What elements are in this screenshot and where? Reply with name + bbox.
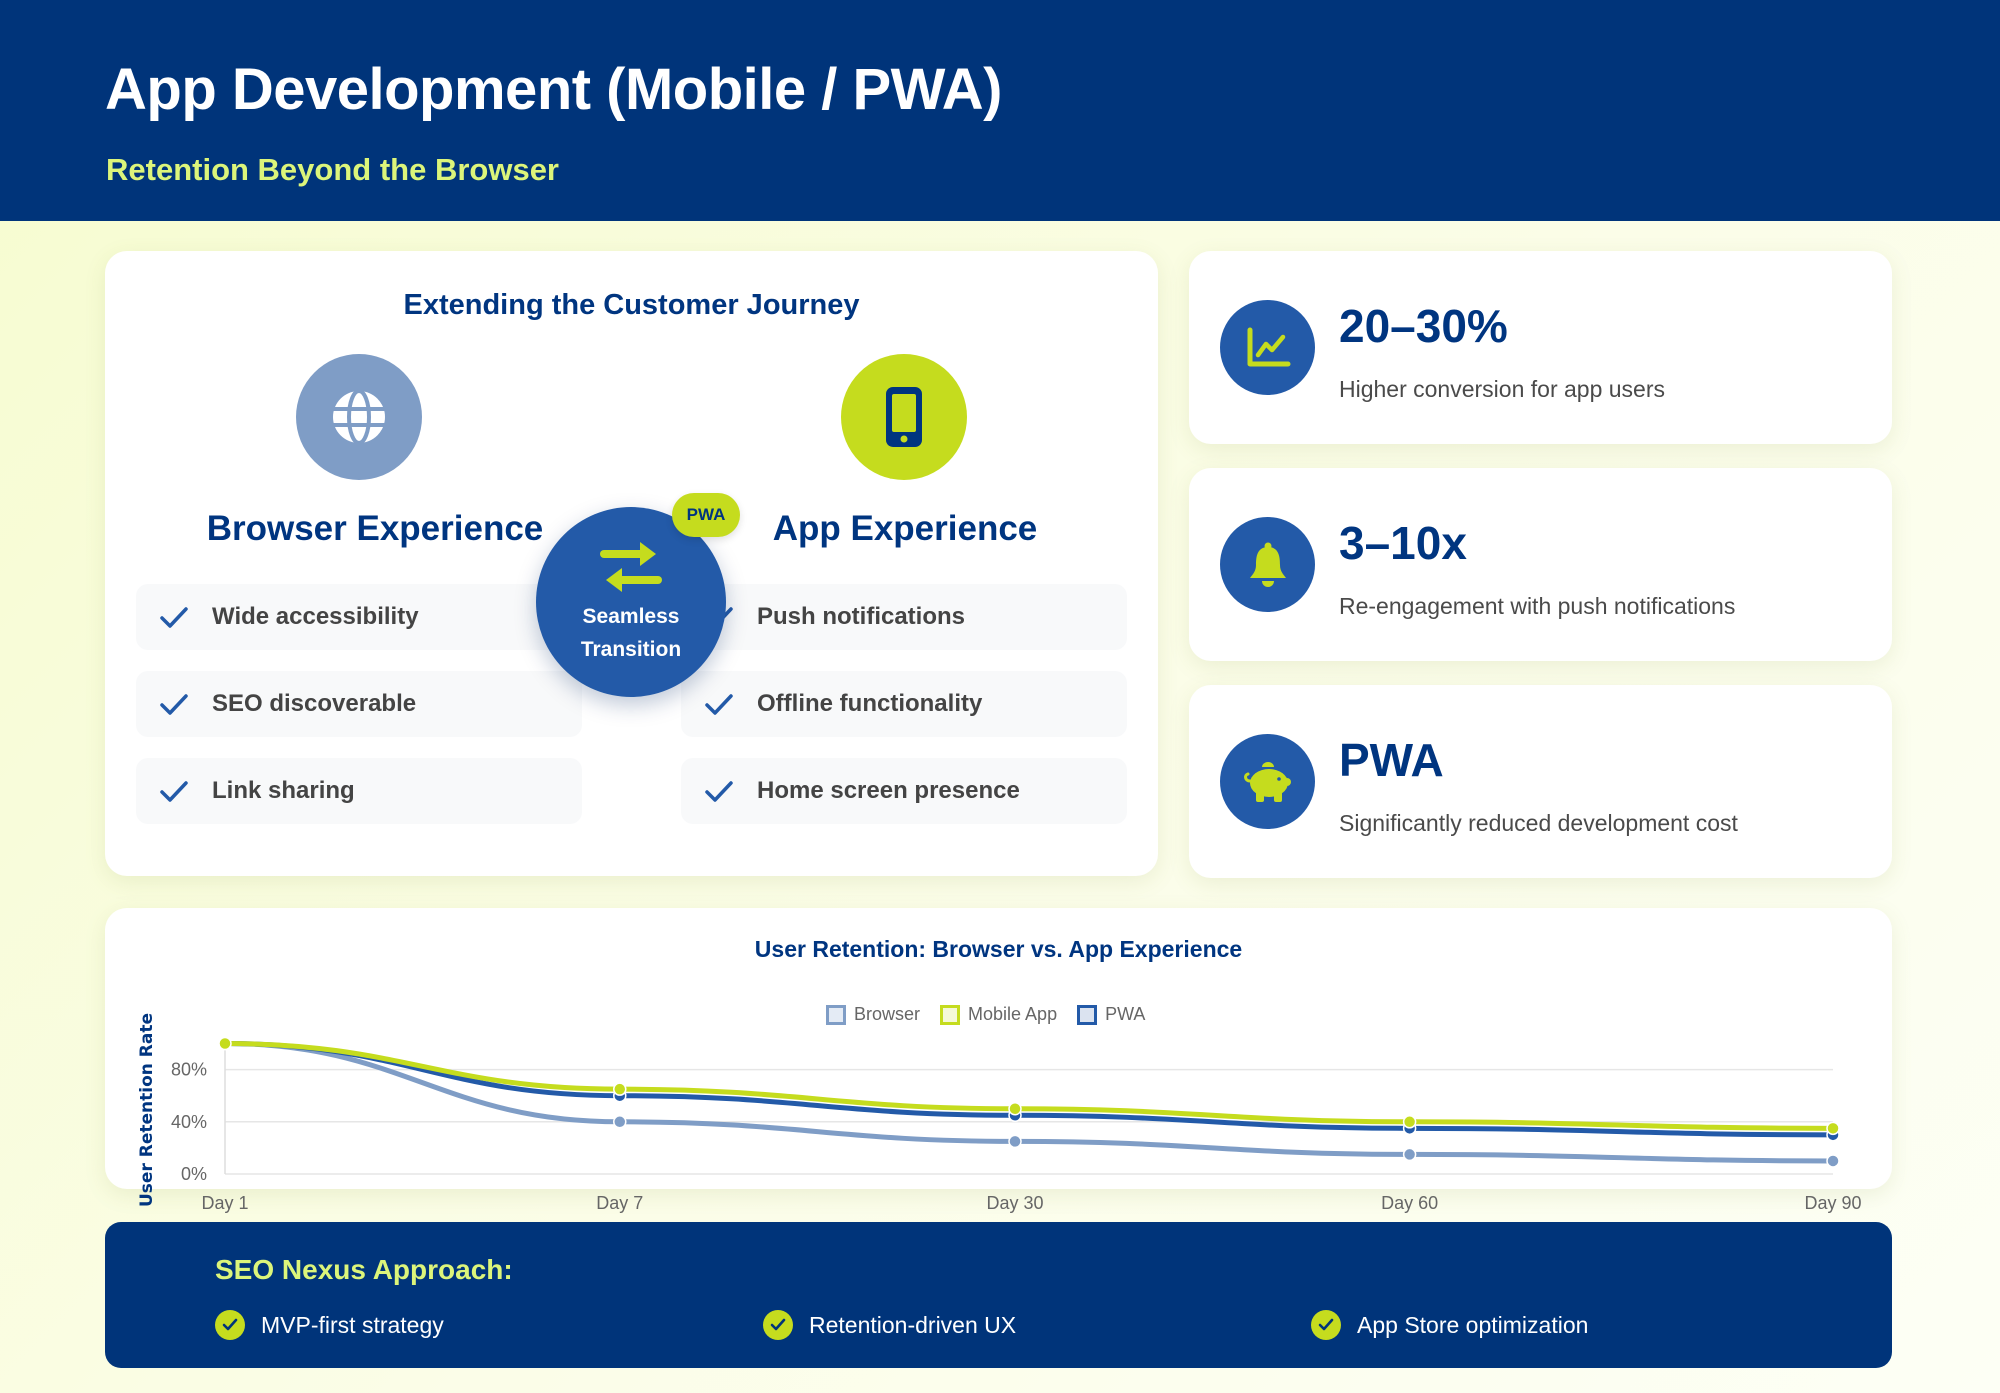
legend-label: PWA: [1105, 1004, 1146, 1024]
approach-title: SEO Nexus Approach:: [215, 1254, 513, 1285]
stat-description: Re-engagement with push notifications: [1339, 593, 1736, 619]
approach-point: MVP-first strategy: [215, 1310, 444, 1340]
legend-swatch: [1077, 1004, 1098, 1025]
svg-text:0%: 0%: [181, 1164, 207, 1184]
approach-banner: SEO Nexus Approach: MVP-first strategy R…: [105, 1222, 1892, 1368]
stat-card-conversion: 20–30% Higher conversion for app users: [1189, 251, 1892, 444]
transition-label-line1: Seamless: [582, 605, 680, 628]
customer-journey-card: Extending the Customer Journey Browser E…: [105, 251, 1158, 876]
app-feature-item: Push notifications: [681, 584, 1127, 650]
piggy-bank-icon: [1220, 734, 1315, 829]
pwa-badge: PWA: [672, 493, 740, 537]
approach-point: Retention-driven UX: [763, 1310, 1016, 1340]
check-circle-icon: [1311, 1310, 1341, 1340]
svg-text:Day 7: Day 7: [596, 1193, 643, 1213]
stat-card-reengagement: 3–10x Re-engagement with push notificati…: [1189, 468, 1892, 661]
smartphone-icon: [841, 354, 967, 480]
line-chart-icon: [1220, 300, 1315, 395]
journey-title: Extending the Customer Journey: [403, 289, 860, 321]
exchange-arrows-icon: [600, 542, 662, 592]
feature-label: SEO discoverable: [212, 690, 417, 717]
browser-experience-title: Browser Experience: [206, 509, 544, 548]
chart-series: [218, 1036, 1840, 1168]
legend-item-pwa[interactable]: PWA: [1077, 1004, 1145, 1025]
stat-description: Significantly reduced development cost: [1339, 810, 1738, 836]
page-title: App Development (Mobile / PWA): [105, 57, 1002, 122]
checkmark-icon: [160, 607, 188, 628]
stat-description: Higher conversion for app users: [1339, 376, 1665, 402]
checkmark-icon: [160, 781, 188, 802]
browser-feature-item: SEO discoverable: [136, 671, 582, 737]
stat-value: 3–10x: [1339, 517, 1467, 569]
app-experience-title: App Experience: [772, 509, 1038, 548]
chart-legend: Browser Mobile App PWA: [826, 1004, 1165, 1025]
svg-text:80%: 80%: [171, 1060, 207, 1080]
feature-label: Offline functionality: [757, 690, 983, 717]
legend-item-mobile-app[interactable]: Mobile App: [940, 1004, 1057, 1025]
chart-axis-labels: 0% 40% 80% Day 1 Day 7 Day 30 Day 60 Day 90: [171, 1060, 1862, 1213]
transition-label-line2: Transition: [580, 638, 682, 661]
app-feature-item: Home screen presence: [681, 758, 1127, 824]
stat-value: PWA: [1339, 734, 1444, 786]
svg-text:Day 1: Day 1: [201, 1193, 248, 1213]
stat-card-pwa-cost: PWA Significantly reduced development co…: [1189, 685, 1892, 878]
svg-text:Day 60: Day 60: [1381, 1193, 1438, 1213]
feature-label: Wide accessibility: [212, 603, 419, 630]
svg-text:Day 90: Day 90: [1804, 1193, 1861, 1213]
legend-label: Mobile App: [968, 1004, 1058, 1024]
legend-swatch: [826, 1004, 846, 1025]
seamless-transition-badge: Seamless Transition: [536, 507, 726, 697]
feature-label: Home screen presence: [757, 777, 1020, 804]
checkmark-icon: [705, 694, 733, 715]
legend-swatch: [940, 1004, 961, 1025]
feature-label: Link sharing: [212, 777, 355, 804]
stat-value: 20–30%: [1339, 300, 1508, 352]
approach-point: App Store optimization: [1311, 1310, 1588, 1340]
y-axis-label: User Retention Rate: [137, 1013, 157, 1207]
legend-label: Browser: [854, 1004, 921, 1024]
legend-item-browser[interactable]: Browser: [826, 1004, 920, 1025]
page-subtitle: Retention Beyond the Browser: [106, 152, 559, 187]
feature-label: Push notifications: [757, 603, 966, 630]
svg-text:Day 30: Day 30: [986, 1193, 1043, 1213]
globe-icon: [296, 354, 422, 480]
checkmark-icon: [160, 694, 188, 715]
browser-feature-item: Wide accessibility: [136, 584, 582, 650]
browser-feature-item: Link sharing: [136, 758, 582, 824]
check-circle-icon: [763, 1310, 793, 1340]
app-feature-item: Offline functionality: [681, 671, 1127, 737]
checkmark-icon: [705, 781, 733, 802]
chart-title: User Retention: Browser vs. App Experien…: [754, 936, 1243, 962]
check-circle-icon: [215, 1310, 245, 1340]
bell-icon: [1220, 517, 1315, 612]
svg-text:40%: 40%: [171, 1112, 207, 1132]
page-header: App Development (Mobile / PWA) Retention…: [0, 0, 2000, 221]
